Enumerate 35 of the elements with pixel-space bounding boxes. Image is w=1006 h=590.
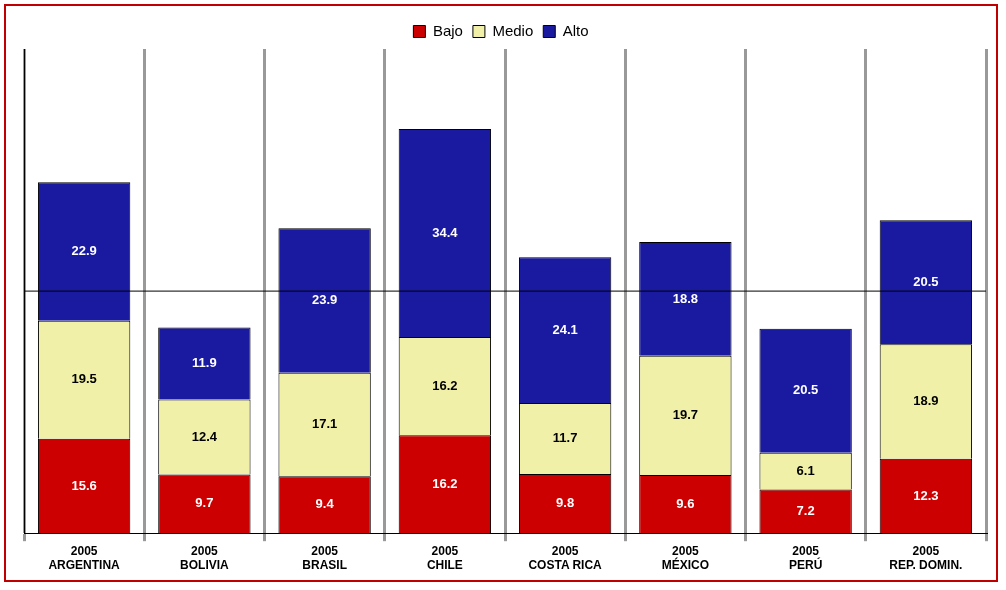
data-label: 11.7 <box>552 430 578 446</box>
data-label: 9.4 <box>315 496 335 512</box>
data-label: 23.9 <box>311 292 338 308</box>
data-label: 20.5 <box>913 273 939 289</box>
x-tick-label: 2005 BRASIL <box>302 543 347 573</box>
data-label: 24.1 <box>552 321 578 337</box>
x-tick-label: 2005 REP. DOMIN. <box>889 543 963 573</box>
data-label: 16.2 <box>432 377 458 393</box>
data-label: 12.3 <box>913 487 939 503</box>
data-label: 11.9 <box>192 355 217 371</box>
data-label: 12.4 <box>191 428 218 444</box>
data-label: 9.6 <box>676 495 695 511</box>
data-label: 19.5 <box>71 371 97 387</box>
x-tick-label: 2005 MÉXICO <box>661 543 710 573</box>
data-label: 9.8 <box>556 495 575 511</box>
data-label: 18.9 <box>913 393 939 409</box>
data-label: 6.1 <box>796 462 815 478</box>
x-tick-label: 2005 ARGENTINA <box>48 543 121 573</box>
data-label: 7.2 <box>796 502 815 518</box>
data-label: 17.1 <box>311 416 338 432</box>
x-tick-label: 2005 COSTA RICA <box>528 543 603 573</box>
legend-label: Bajo <box>432 21 463 39</box>
data-label: 22.9 <box>71 243 97 259</box>
legend-label: Medio <box>492 21 534 39</box>
data-label: 19.7 <box>672 407 699 423</box>
data-label: 18.8 <box>672 290 699 306</box>
x-tick-label: 2005 CHILE <box>426 543 463 573</box>
data-label: 15.6 <box>71 477 97 493</box>
data-label: 20.5 <box>792 382 819 398</box>
data-label: 9.7 <box>195 495 214 511</box>
data-label: 16.2 <box>432 475 458 491</box>
x-tick-label: 2005 PERÚ <box>788 543 823 573</box>
data-label: 34.4 <box>432 224 459 240</box>
x-tick-label: 2005 BOLIVIA <box>180 543 230 573</box>
legend-label: Alto <box>562 21 589 39</box>
